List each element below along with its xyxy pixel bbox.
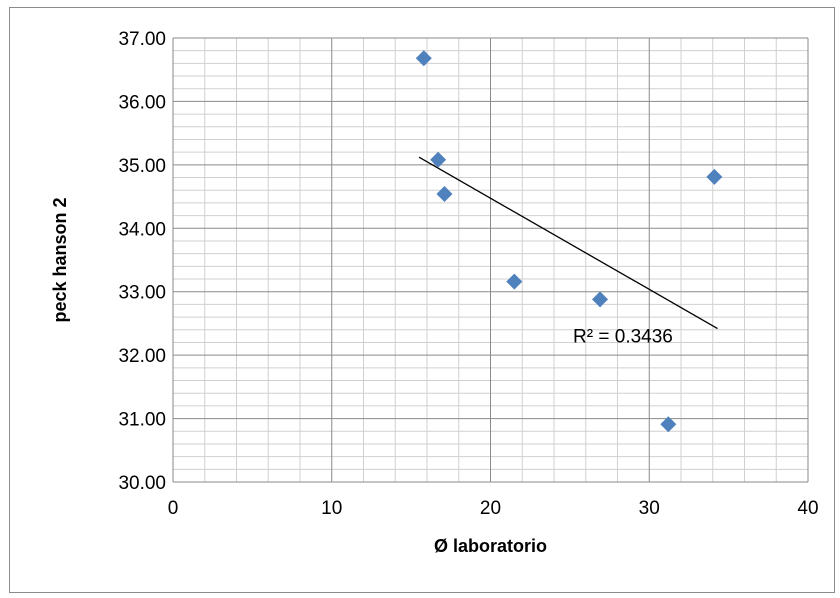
data-point: [506, 273, 523, 290]
y-axis-tick-labels: 30.00 31.00 32.00 33.00 34.00 35.00 36.00 37.00: [118, 29, 166, 494]
data-point: [706, 168, 723, 185]
x-axis-title: Ø laboratorio: [434, 536, 547, 556]
x-tick-label: 30: [639, 498, 660, 519]
y-tick-label: 30.00: [118, 473, 166, 494]
y-tick-label: 37.00: [118, 29, 166, 50]
data-point: [430, 151, 447, 168]
data-points: [415, 50, 723, 433]
y-tick-label: 36.00: [118, 92, 166, 113]
x-tick-label: 0: [168, 498, 179, 519]
x-tick-label: 40: [797, 498, 818, 519]
x-axis-tick-labels: 0 10 20 30 40: [168, 498, 819, 519]
y-tick-label: 33.00: [118, 283, 166, 304]
x-tick-label: 10: [321, 498, 342, 519]
y-tick-label: 34.00: [118, 219, 166, 240]
y-tick-label: 35.00: [118, 156, 166, 177]
x-tick-label: 20: [480, 498, 501, 519]
y-tick-label: 31.00: [118, 410, 166, 431]
data-point: [592, 291, 609, 308]
r-squared-label: R² = 0.3436: [573, 326, 673, 347]
y-axis-title: peck hanson 2: [50, 197, 70, 322]
data-point: [415, 50, 432, 67]
chart-area: 30.00 31.00 32.00 33.00 34.00 35.00 36.00 37.00…: [9, 7, 835, 593]
y-tick-label: 32.00: [118, 346, 166, 367]
data-point: [660, 416, 677, 433]
trendline: [418, 156, 718, 330]
major-gridlines: [172, 37, 809, 483]
scatter-chart: 30.00 31.00 32.00 33.00 34.00 35.00 36.00 37.00…: [50, 29, 819, 556]
trendline-line: [418, 156, 718, 330]
data-point: [436, 186, 453, 203]
